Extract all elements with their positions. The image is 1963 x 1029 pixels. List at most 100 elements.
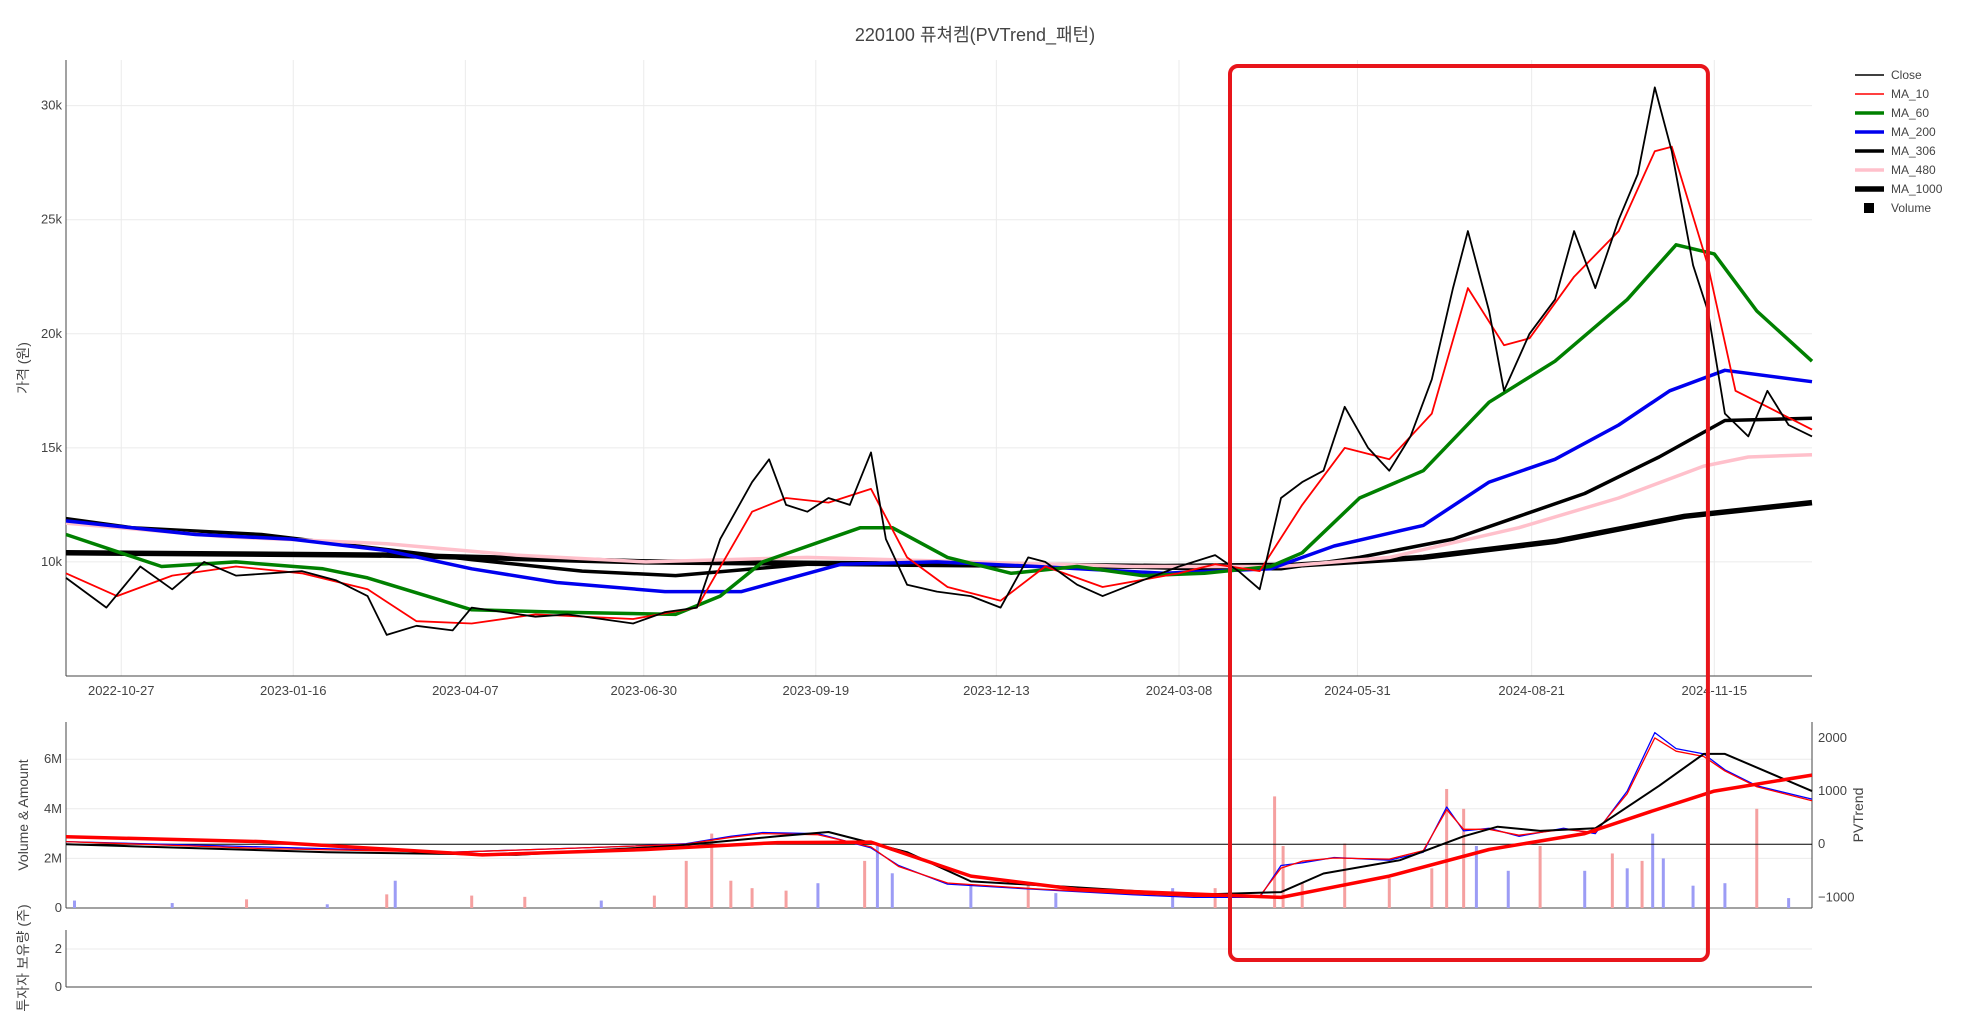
volume-bar — [1787, 898, 1791, 908]
volume-bar — [1281, 846, 1285, 908]
volume-bar — [750, 888, 754, 908]
legend-label: MA_306 — [1891, 144, 1936, 158]
legend-item-ma-10[interactable]: MA_10 — [1855, 87, 1929, 101]
price-ytick-label: 15k — [41, 440, 62, 455]
volume-bar — [1640, 860, 1644, 908]
volume-bar — [1387, 878, 1391, 908]
legend-item-ma-306[interactable]: MA_306 — [1855, 144, 1936, 158]
chart-title: 220100 퓨쳐켐(PVTrend_패턴) — [855, 25, 1095, 46]
price-xtick-label: 2024-05-31 — [1324, 683, 1391, 698]
holdings-ytick-label: 2 — [55, 941, 62, 956]
volume-ytick-label: 4M — [44, 801, 62, 816]
volume-bar — [652, 895, 656, 908]
price-xtick-label: 2022-10-27 — [88, 683, 155, 698]
volume-bar — [1171, 888, 1175, 908]
legend-label: MA_480 — [1891, 163, 1936, 177]
legend-label: MA_200 — [1891, 125, 1936, 139]
highlight-box-group — [1228, 64, 1710, 962]
price-panel: 10k 15k 20k 25k 30k 2022-10-27 2023-01-16 2023-… — [15, 60, 1814, 698]
series-line-close — [65, 86, 1813, 636]
volume-bar — [1661, 858, 1665, 908]
legend-label: MA_1000 — [1891, 182, 1943, 196]
legend-label: MA_10 — [1891, 87, 1929, 101]
volume-bar — [784, 890, 788, 908]
highlight-box — [1228, 64, 1710, 962]
legend-item-volume[interactable]: Volume — [1864, 201, 1931, 215]
legend-item-close[interactable]: Close — [1855, 68, 1922, 82]
pvtrend-ytick-label: 2000 — [1818, 730, 1847, 745]
volume-ytick-label: 6M — [44, 751, 62, 766]
volume-bar — [729, 880, 733, 908]
series-line-ma-480 — [65, 452, 1813, 569]
volume-bar — [245, 899, 249, 908]
price-ytick-label: 20k — [41, 326, 62, 341]
legend-item-ma-480[interactable]: MA_480 — [1855, 163, 1936, 177]
legend-swatch — [1864, 203, 1874, 213]
volume-bar — [1213, 888, 1217, 908]
volume-bar — [1430, 868, 1434, 908]
volume-bar — [816, 883, 820, 908]
volume-bar — [969, 885, 973, 908]
legend-label: Volume — [1891, 201, 1931, 215]
price-ytick-label: 10k — [41, 554, 62, 569]
volume-bar — [1723, 883, 1727, 908]
volume-bar — [710, 833, 714, 908]
pvtrend-ytick-label: −1000 — [1818, 889, 1855, 904]
legend-label: Close — [1891, 68, 1922, 82]
legend-label: MA_60 — [1891, 106, 1929, 120]
legend-item-ma-200[interactable]: MA_200 — [1855, 125, 1936, 139]
volume-bar — [1506, 870, 1510, 908]
volume-bar — [1300, 883, 1304, 908]
price-xtick-label: 2024-11-15 — [1682, 683, 1748, 698]
series-line-ma-1000 — [65, 499, 1813, 570]
price-xtick-label: 2023-04-07 — [432, 683, 499, 698]
volume-panel: 0 2M 4M 6M −1000 0 1000 2000 Volume & Amount PVTr… — [15, 722, 1866, 915]
pvtrend-y-axis-title: PVTrend — [1850, 788, 1866, 843]
volume-bar — [1343, 843, 1347, 908]
price-xtick-label: 2023-09-19 — [783, 683, 850, 698]
volume-bar — [1026, 883, 1030, 908]
volume-bar — [1583, 870, 1587, 908]
price-xtick-label: 2023-12-13 — [963, 683, 1030, 698]
price-y-axis-title: 가격 (원) — [15, 342, 31, 394]
volume-bar — [599, 900, 603, 908]
pvtrend-ytick-label: 0 — [1818, 836, 1825, 851]
volume-bar — [1538, 846, 1542, 908]
volume-bar — [863, 860, 867, 908]
volume-bar — [1755, 808, 1759, 908]
volume-ytick-label: 2M — [44, 850, 62, 865]
holdings-y-axis-title: 투자자 보유량 (주) — [15, 904, 31, 1011]
holdings-ytick-label: 0 — [55, 979, 62, 994]
legend-item-ma-1000[interactable]: MA_1000 — [1855, 182, 1943, 196]
pvtrend-ytick-label: 1000 — [1818, 783, 1847, 798]
series-line-ma-60 — [65, 243, 1814, 617]
volume-bar — [875, 846, 879, 908]
volume-bar — [684, 860, 688, 908]
price-xtick-label: 2024-03-08 — [1146, 683, 1213, 698]
series-line-ma-200 — [65, 368, 1813, 594]
legend[interactable]: Close MA_10 MA_60 MA_200 MA_306 MA_480 MA_1000… — [1855, 68, 1943, 215]
volume-y-axis-title: Volume & Amount — [15, 759, 31, 870]
volume-bar — [1625, 868, 1629, 908]
holdings-panel: 0 2 투자자 보유량 (주) — [15, 904, 1812, 1012]
volume-bar — [523, 896, 527, 908]
volume-bar — [1691, 885, 1695, 908]
volume-bar — [1273, 796, 1277, 908]
volume-bar — [890, 873, 894, 908]
volume-bar — [385, 894, 389, 908]
pvtrend-line — [65, 731, 1813, 899]
volume-ytick-label: 0 — [55, 900, 62, 915]
volume-bar — [393, 880, 397, 908]
volume-bar — [1610, 853, 1614, 908]
price-xtick-label: 2023-01-16 — [260, 683, 327, 698]
pvtrend-line — [65, 773, 1813, 900]
price-xtick-label: 2024-08-21 — [1498, 683, 1565, 698]
volume-bar — [1462, 808, 1466, 908]
price-ytick-label: 25k — [41, 212, 62, 227]
legend-item-ma-60[interactable]: MA_60 — [1855, 106, 1929, 120]
volume-bar — [1651, 833, 1655, 908]
volume-bar — [470, 895, 474, 908]
price-xtick-label: 2023-06-30 — [611, 683, 678, 698]
